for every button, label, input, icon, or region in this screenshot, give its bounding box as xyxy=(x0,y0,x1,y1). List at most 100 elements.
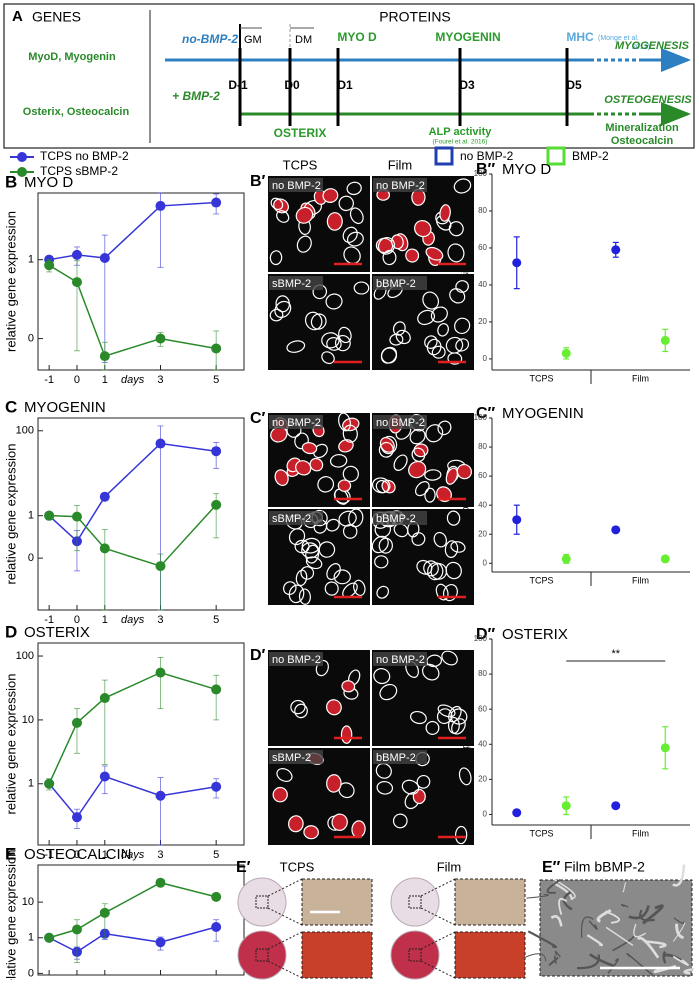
sem-image xyxy=(539,879,693,977)
chart-title: MYO D xyxy=(502,161,551,178)
data-point xyxy=(211,922,222,933)
well xyxy=(237,930,287,980)
cell xyxy=(338,326,352,344)
cell xyxy=(298,588,311,605)
data-point xyxy=(512,515,522,525)
y-tick-label: 1 xyxy=(28,510,34,522)
cell xyxy=(417,309,436,326)
y-tick-label: 0 xyxy=(28,967,34,979)
cell xyxy=(445,336,464,354)
panel-label: D′ xyxy=(250,647,266,664)
cell xyxy=(445,467,459,485)
outcome: Mineralization xyxy=(605,122,679,134)
cell xyxy=(321,332,340,349)
reference: (Monge et al. xyxy=(598,35,639,42)
cell xyxy=(315,659,329,677)
marker: MYOGENIN xyxy=(435,30,500,44)
marker: ALP activity xyxy=(429,126,493,138)
cell xyxy=(342,226,358,243)
chart-title: MYO D xyxy=(24,174,73,191)
cell xyxy=(342,523,358,539)
reference: (Fourel et al. 2016) xyxy=(433,139,488,146)
data-point xyxy=(211,499,222,510)
x-tick-label: Film xyxy=(632,373,649,383)
data-point xyxy=(155,937,166,948)
fiber xyxy=(672,922,686,942)
fiber xyxy=(558,897,568,915)
cell xyxy=(341,680,356,693)
y-tick-label: 0 xyxy=(483,354,488,363)
cell xyxy=(392,813,408,829)
tile-label-bg xyxy=(373,178,427,192)
cell xyxy=(282,581,297,596)
cell xyxy=(321,351,335,365)
fiber xyxy=(553,955,557,964)
cell xyxy=(325,293,343,310)
tile-label: no BMP-2 xyxy=(376,654,425,666)
data-point xyxy=(660,554,670,564)
x-tick-label: 5 xyxy=(213,614,219,626)
data-point xyxy=(155,333,166,344)
fiber xyxy=(580,916,594,938)
data-point xyxy=(211,446,222,457)
y-axis-label: relative gene expression xyxy=(3,850,18,980)
annotation: ** xyxy=(611,648,620,660)
x-tick-label: 0 xyxy=(74,849,80,861)
data-point xyxy=(211,197,222,208)
gene-label: Osterix, Osteocalcin xyxy=(23,106,130,118)
tile-label: bBMP-2 xyxy=(376,513,416,525)
cell xyxy=(451,718,466,735)
zoom-image xyxy=(301,878,373,926)
panel-a: A GENES PROTEINS MyoD, Myogenin Osterix,… xyxy=(3,3,695,149)
cell xyxy=(431,345,446,359)
data-point xyxy=(99,351,110,362)
cell xyxy=(415,481,430,497)
y-tick-label: 100 xyxy=(16,650,34,662)
gene-label: MyoD, Myogenin xyxy=(28,51,116,63)
y-tick-label: 80 xyxy=(478,669,487,678)
cell xyxy=(374,555,389,569)
column-header: Film xyxy=(388,157,413,172)
x-tick-label: 5 xyxy=(213,374,219,386)
cell xyxy=(447,352,463,365)
cell xyxy=(414,220,432,238)
cell xyxy=(395,329,411,345)
data-point xyxy=(44,510,55,521)
fiber xyxy=(673,917,685,925)
cell xyxy=(439,204,451,222)
data-point xyxy=(561,554,571,564)
well xyxy=(390,930,440,980)
cell xyxy=(411,447,426,462)
cell xyxy=(425,424,444,443)
zoom-image xyxy=(454,931,526,979)
zoom-box xyxy=(255,895,269,909)
chart-title: OSTERIX xyxy=(24,624,90,641)
fiber xyxy=(576,954,601,970)
fiber xyxy=(622,882,627,893)
cell xyxy=(424,469,442,481)
legend-marker xyxy=(546,146,566,166)
cell xyxy=(408,460,427,479)
header: PROTEINS xyxy=(379,9,451,25)
y-tick-label: 100 xyxy=(474,169,488,178)
fiber xyxy=(596,908,612,923)
data-point xyxy=(44,932,55,943)
data-point xyxy=(155,200,166,211)
day-label: D5 xyxy=(566,78,582,92)
data-point xyxy=(611,525,621,535)
well xyxy=(390,877,440,927)
fiber xyxy=(527,930,558,949)
cell xyxy=(441,650,458,666)
y-axis-label: relative gene expression xyxy=(3,444,18,585)
fiber xyxy=(607,958,619,974)
cell xyxy=(448,705,462,723)
cell xyxy=(325,518,340,532)
marker: MYO D xyxy=(337,30,377,44)
cell xyxy=(379,683,398,701)
fiber xyxy=(588,920,598,930)
data-point xyxy=(71,511,82,522)
cell xyxy=(447,243,465,263)
legend-label: TCPS no BMP-2 xyxy=(40,149,129,163)
panel-label: C′ xyxy=(250,410,266,427)
plot-frame xyxy=(37,417,245,611)
